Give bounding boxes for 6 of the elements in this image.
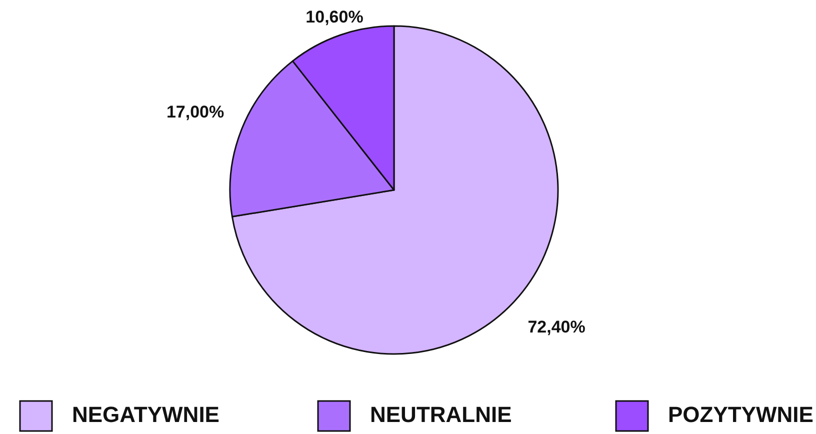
data-label: 17,00% — [166, 102, 224, 122]
data-label: 72,40% — [528, 317, 586, 336]
legend-label: NEGATYWNIE — [72, 402, 220, 427]
legend-label: NEUTRALNIE — [370, 402, 512, 427]
data-label: 10,60% — [306, 7, 364, 26]
legend-label: POZYTYWNIE — [668, 402, 814, 427]
